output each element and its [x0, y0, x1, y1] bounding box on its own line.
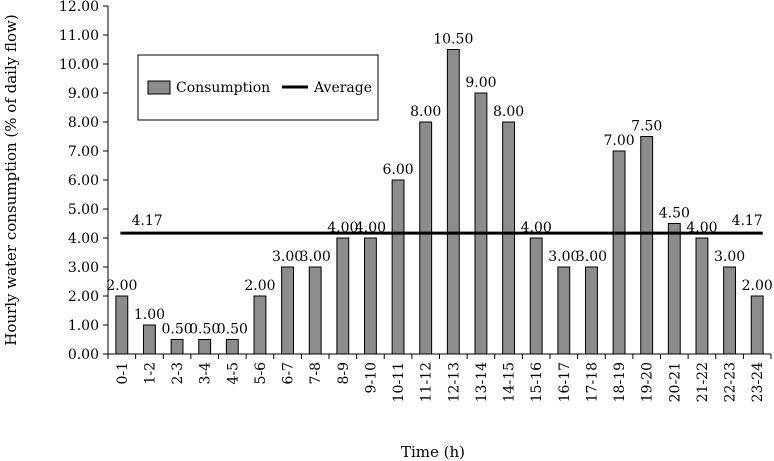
x-tick-label: 4-5 [225, 362, 241, 385]
bar-value-label: 8.00 [410, 104, 441, 120]
bar [640, 136, 654, 355]
x-tick-label: 17-18 [584, 362, 600, 402]
legend-box [137, 54, 379, 121]
bar-value-label: 3.00 [714, 249, 745, 265]
x-tick-label: 13-14 [474, 362, 490, 402]
bar-value-label: 4.00 [327, 220, 358, 236]
bar [612, 150, 626, 355]
x-tick-label: 11-12 [419, 362, 435, 402]
bar [584, 266, 598, 355]
y-tick-label: 4.00 [68, 231, 99, 247]
y-tick-label: 7.00 [68, 144, 99, 160]
axes [103, 5, 772, 359]
x-tick-label: 23-24 [750, 362, 766, 402]
legend-swatch-consumption [147, 80, 171, 95]
y-tick-label: 8.00 [68, 115, 99, 131]
bar-value-label: 0.50 [189, 322, 220, 338]
y-axis-title: Hourly water consumption (% of daily flo… [2, 14, 20, 346]
bar-value-label: 2.00 [742, 278, 773, 294]
average-value-label: 4.17 [131, 213, 162, 229]
bar [253, 295, 267, 355]
x-tick-label: 22-23 [723, 362, 739, 402]
bar [281, 266, 295, 355]
y-tick-label: 6.00 [68, 173, 99, 189]
x-tick-label: 8-9 [336, 362, 352, 385]
bar [723, 266, 737, 355]
x-tick-label: 3-4 [198, 362, 214, 385]
bar-value-label: 4.00 [686, 220, 717, 236]
bar [391, 179, 405, 355]
tick-labels: 0.00 1.00 2.00 3.00 4.00 5.00 6.00 7.00 8.00 9.00… [59, 0, 766, 402]
x-tick-label: 20-21 [667, 362, 683, 402]
average-value-label: 4.17 [732, 213, 763, 229]
x-tick-label: 18-19 [612, 362, 628, 402]
legend-label-average: Average [313, 80, 372, 96]
x-tick-label: 7-8 [308, 362, 324, 385]
x-tick-label: 6-7 [281, 362, 297, 385]
bar [419, 121, 433, 355]
y-tick-label: 10.00 [59, 57, 99, 73]
x-tick-label: 1-2 [142, 362, 158, 385]
bar-value-label: 3.00 [576, 249, 607, 265]
bar-value-label: 0.50 [161, 322, 192, 338]
bar [474, 92, 488, 355]
bar-value-label: 7.50 [631, 119, 662, 135]
bar-value-label: 4.00 [355, 220, 386, 236]
bar-value-label: 2.00 [106, 278, 137, 294]
y-tick-label: 1.00 [68, 318, 99, 334]
bar [529, 237, 543, 355]
y-tick-label: 11.00 [59, 28, 99, 44]
x-tick-label: 16-17 [557, 362, 573, 402]
bar [446, 49, 460, 355]
bar [115, 295, 129, 355]
x-tick-label: 0-1 [115, 362, 131, 385]
bar-value-label: 3.00 [300, 249, 331, 265]
bar [667, 223, 681, 355]
bar [225, 339, 239, 355]
bar-value-label: 4.50 [659, 206, 690, 222]
bar-value-label: 1.00 [134, 307, 165, 323]
data-labels: 2.001.000.500.500.502.003.003.004.004.00… [106, 32, 773, 338]
legend-label-consumption: Consumption [176, 80, 270, 96]
bar-value-label: 6.00 [382, 162, 413, 178]
x-tick-label: 21-22 [695, 362, 711, 402]
y-tick-label: 9.00 [68, 86, 99, 102]
legend: Consumption Average [137, 54, 379, 121]
y-tick-label: 3.00 [68, 260, 99, 276]
x-tick-label: 9-10 [363, 362, 379, 393]
bar [695, 237, 709, 355]
x-tick-label: 12-13 [446, 362, 462, 402]
bar-value-label: 4.00 [521, 220, 552, 236]
bar [336, 237, 350, 355]
bar-series-consumption [115, 49, 764, 355]
bar-value-label: 8.00 [493, 104, 524, 120]
bar-value-label: 2.00 [244, 278, 275, 294]
x-tick-label: 5-6 [253, 362, 269, 385]
x-tick-label: 10-11 [391, 362, 407, 402]
y-tick-label: 2.00 [68, 289, 99, 305]
x-tick-label: 15-16 [529, 362, 545, 402]
bar-value-label: 3.00 [548, 249, 579, 265]
bar-value-label: 10.50 [433, 32, 473, 48]
x-tick-label: 2-3 [170, 362, 186, 385]
y-tick-label: 0.00 [68, 347, 99, 363]
y-tick-label: 12.00 [59, 0, 99, 15]
bar [363, 237, 377, 355]
x-axis-title: Time (h) [401, 443, 465, 461]
bar-value-label: 0.50 [217, 322, 248, 338]
bar-value-label: 3.00 [272, 249, 303, 265]
x-tick-label: 14-15 [502, 362, 518, 402]
bar-value-label: 7.00 [603, 133, 634, 149]
bar [502, 121, 516, 355]
bar [750, 295, 764, 355]
x-tick-label: 19-20 [640, 362, 656, 402]
bar [308, 266, 322, 355]
bar [198, 339, 212, 355]
bar-value-label: 9.00 [465, 75, 496, 91]
bar [170, 339, 184, 355]
bar [557, 266, 571, 355]
y-tick-label: 5.00 [68, 202, 99, 218]
bar [142, 324, 156, 355]
